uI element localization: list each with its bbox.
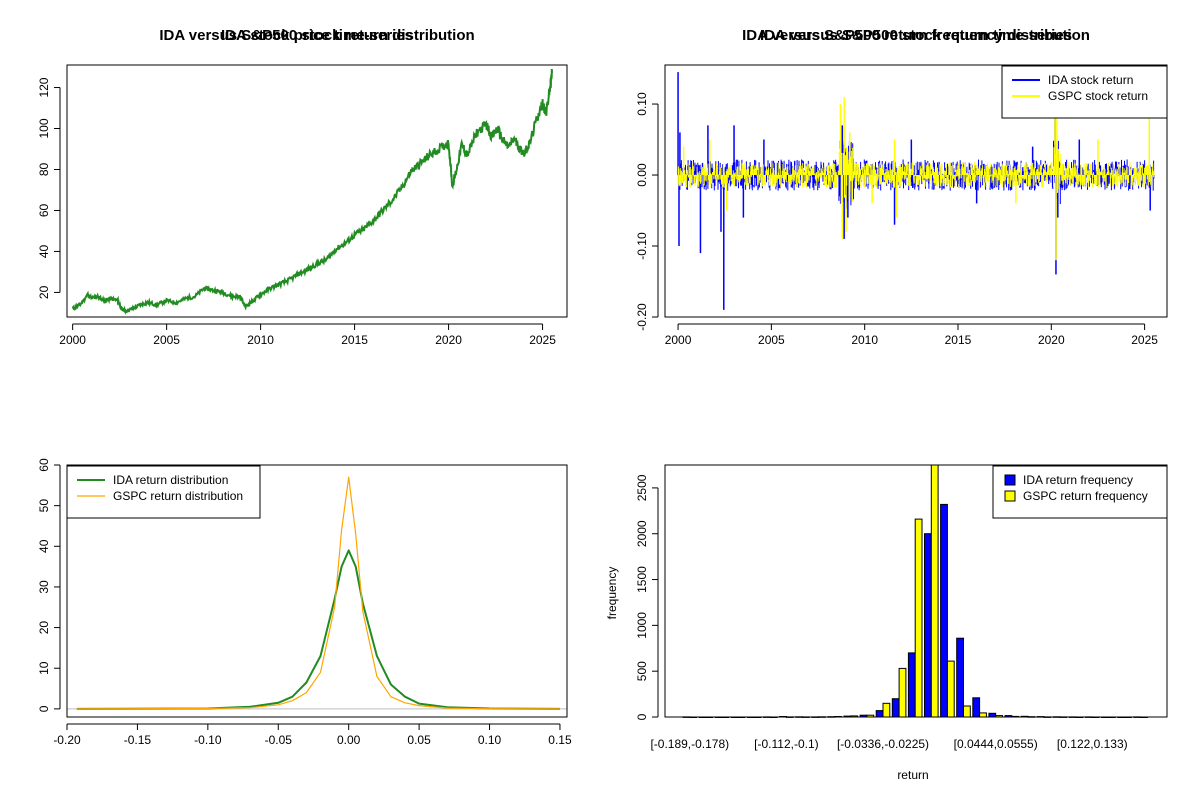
price-x-tick-label: 2005	[153, 333, 180, 347]
density-legend: IDA return distribution GSPC return distr…	[66, 465, 261, 519]
frequency-bar	[914, 518, 923, 718]
returns-x-tick-label: 2010	[851, 333, 878, 347]
frequency-bar	[963, 705, 971, 718]
frequency-legend-label: GSPC return frequency	[1023, 489, 1148, 503]
frequency-legend: IDA return frequency GSPC return frequenc…	[992, 465, 1168, 519]
price-x-tick-label: 2020	[435, 333, 462, 347]
density-y-tick-label: 0	[37, 705, 51, 712]
price-x-tick-label: 2025	[529, 333, 556, 347]
frequency-bar	[946, 660, 955, 718]
density-x-tick-label: -0.10	[194, 733, 222, 747]
frequency-x-tick-label: [0.122,0.133)	[1057, 737, 1128, 751]
density-x-tick-label: 0.00	[337, 733, 361, 747]
price-line	[71, 68, 553, 315]
returns-x-tick-label: 2005	[758, 333, 785, 347]
density-y-tick-label: 30	[37, 580, 51, 594]
returns-series-gspc	[677, 96, 1155, 261]
returns-noise	[677, 147, 1155, 203]
density-y-tick-label: 40	[37, 539, 51, 553]
price-y-tick-label: 40	[37, 244, 51, 258]
frequency-bar	[882, 702, 891, 718]
price-x-tick-label: 2015	[341, 333, 368, 347]
frequency-bar	[940, 503, 948, 718]
density-frame	[66, 464, 568, 718]
density-legend-label: GSPC return distribution	[113, 489, 243, 503]
frequency-y-tick-label: 2500	[635, 474, 649, 501]
price-title: IDA stock price time-series	[221, 27, 413, 44]
frequency-x-tick-label: [-0.0336,-0.0225)	[837, 737, 929, 751]
frequency-bar	[979, 712, 987, 718]
price-y-tick-label: 80	[37, 162, 51, 176]
density-line-gspc	[76, 476, 561, 710]
frequency-bar	[875, 710, 884, 718]
frequency-bar	[930, 464, 939, 718]
returns-x-tick-label: 2025	[1131, 333, 1158, 347]
frequency-x-tick-label: [0.0444,0.0555)	[954, 737, 1038, 751]
price-x-tick-label: 2010	[247, 333, 274, 347]
density-y-tick-label: 10	[37, 661, 51, 675]
density-legend-box	[66, 465, 261, 519]
price-x-tick-label: 2000	[59, 333, 86, 347]
density-legend-label: IDA return distribution	[113, 473, 228, 487]
frequency-bar	[972, 697, 981, 718]
frequency-y-axis-label: frequency	[605, 567, 619, 620]
frequency-title: IDA versus S&P500 return frequency distr…	[742, 27, 1090, 44]
returns-legend-label: GSPC stock return	[1048, 89, 1148, 103]
frequency-y-tick-label: 1500	[635, 566, 649, 593]
returns-x-tick-label: 2015	[945, 333, 972, 347]
frequency-x-tick-label: [-0.112,-0.1)	[754, 737, 818, 751]
density-line-ida	[76, 549, 561, 710]
density-x-tick-label: -0.15	[124, 733, 152, 747]
returns-legend: IDA stock return GSPC stock return	[1001, 65, 1168, 119]
density-y-tick-label: 60	[37, 458, 51, 472]
frequency-x-tick-label: [-0.189,-0.178)	[650, 737, 729, 751]
frequency-bar	[988, 712, 997, 718]
returns-x-tick-label: 2020	[1038, 333, 1065, 347]
frequency-legend-box	[992, 465, 1168, 519]
returns-title: IDA versus S&P500 stock return time-seri…	[760, 27, 1072, 44]
frequency-x-axis-label: return	[897, 768, 928, 782]
frequency-legend-swatch	[1004, 490, 1016, 502]
density-title: IDA versus S&P500 stock return distribut…	[159, 27, 474, 44]
frequency-legend-label: IDA return frequency	[1023, 473, 1133, 487]
frequency-bar	[907, 652, 916, 718]
frequency-frame	[664, 464, 1168, 718]
returns-legend-box	[1001, 65, 1168, 119]
price-frame	[66, 64, 568, 318]
returns-legend-label: IDA stock return	[1048, 73, 1133, 87]
returns-y-tick-label: 0.00	[635, 163, 649, 187]
density-x-tick-label: 0.15	[548, 733, 572, 747]
frequency-y-tick-label: 2000	[635, 520, 649, 547]
returns-y-tick-label: -0.20	[635, 303, 649, 331]
returns-y-tick-label: -0.10	[635, 232, 649, 260]
frequency-y-tick-label: 0	[635, 713, 649, 720]
returns-frame	[664, 64, 1168, 318]
returns-x-tick-label: 2000	[665, 333, 692, 347]
density-x-tick-label: -0.05	[265, 733, 293, 747]
frequency-bar	[891, 698, 900, 718]
frequency-legend-swatch	[1004, 474, 1016, 486]
density-y-tick-label: 20	[37, 621, 51, 635]
price-y-tick-label: 120	[37, 77, 51, 97]
density-x-tick-label: 0.10	[478, 733, 502, 747]
density-y-tick-label: 50	[37, 499, 51, 513]
frequency-bar	[956, 637, 965, 718]
price-y-tick-label: 100	[37, 118, 51, 138]
price-y-tick-label: 20	[37, 285, 51, 299]
density-x-tick-label: 0.05	[407, 733, 431, 747]
price-y-tick-label: 60	[37, 203, 51, 217]
frequency-bar	[898, 667, 907, 718]
returns-y-tick-label: 0.10	[635, 92, 649, 116]
density-x-tick-label: -0.20	[53, 733, 81, 747]
frequency-y-tick-label: 500	[635, 661, 649, 681]
frequency-bar	[924, 533, 932, 718]
frequency-y-tick-label: 1000	[635, 612, 649, 639]
